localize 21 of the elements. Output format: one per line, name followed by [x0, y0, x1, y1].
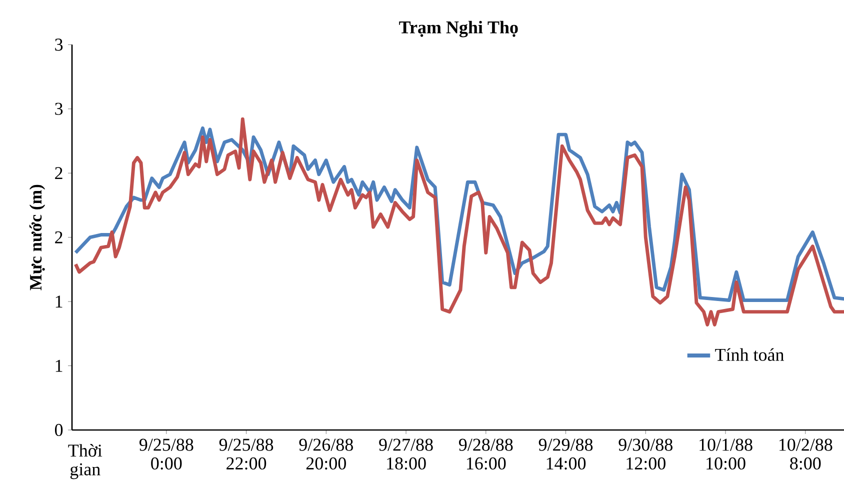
y-tick-label: 2 — [55, 167, 62, 180]
y-tick-label: 3 — [55, 38, 63, 51]
y-tick-label: 1 — [56, 360, 62, 372]
y-tick-label: 3 — [55, 103, 63, 116]
x-tick-label: 9/30/88 12:00 — [618, 438, 672, 470]
y-tick-label: 2 — [55, 232, 62, 244]
x-tick-label: 9/25/88 22:00 — [219, 438, 274, 470]
x-tick-label: 9/27/88 18:00 — [379, 438, 433, 470]
x-tick-label: 9/25/88 0:00 — [139, 438, 194, 470]
chart-title: Trạm Nghi Thọ — [399, 20, 518, 38]
line-series — [74, 118, 844, 327]
y-tick-label: 0 — [54, 424, 63, 436]
x-tick-label: 10/2/88 8:00 — [779, 438, 832, 470]
legend-label: Tính toán — [715, 348, 784, 362]
x-tick-label: 9/29/88 14:00 — [538, 438, 593, 470]
y-axis-title: Mực nước (m) — [29, 185, 46, 290]
x-tick-label: 10/1/88 10:00 — [700, 438, 752, 470]
x-axis-title: Thời gian — [68, 444, 102, 480]
x-tick-label: 9/28/88 16:00 — [458, 438, 513, 470]
x-tick-label: 9/26/88 20:00 — [299, 438, 353, 470]
y-tick-label: 1 — [56, 296, 62, 308]
